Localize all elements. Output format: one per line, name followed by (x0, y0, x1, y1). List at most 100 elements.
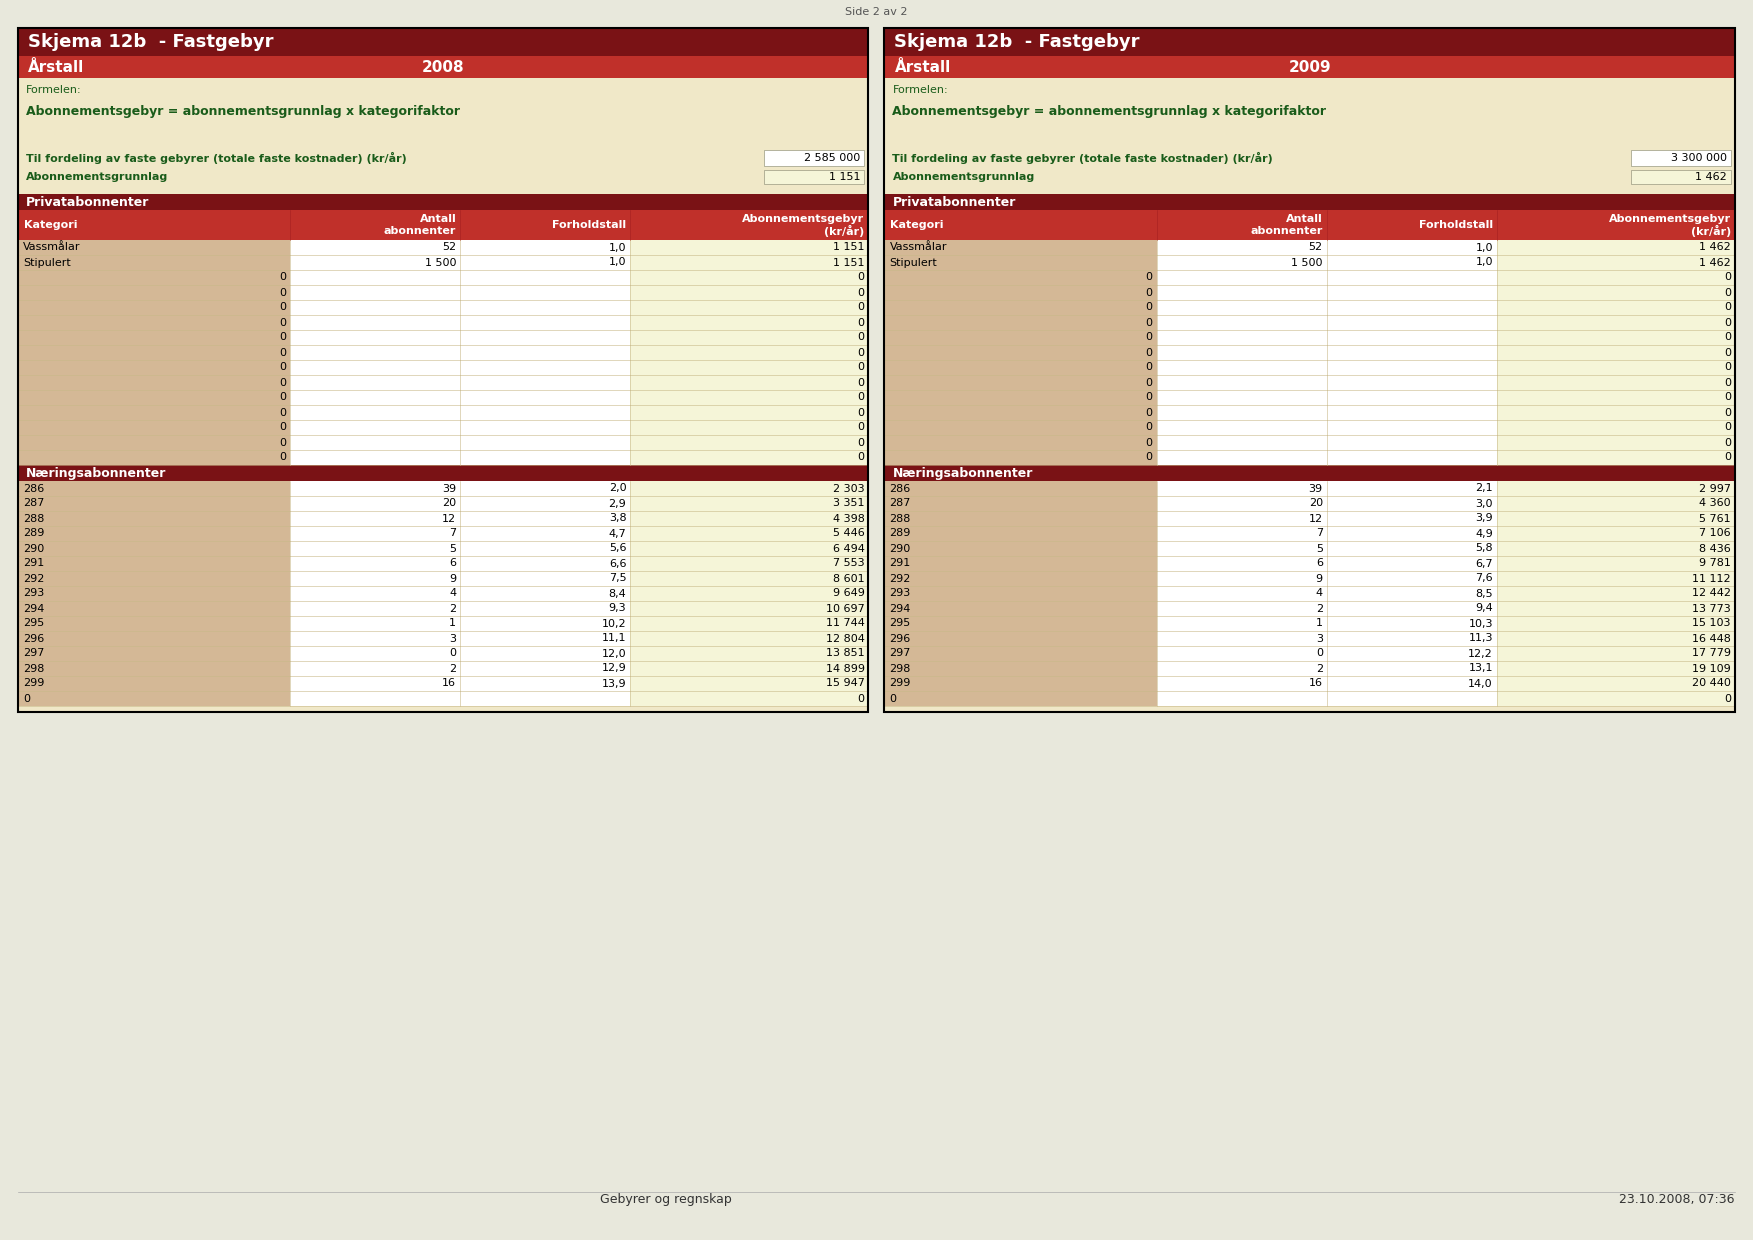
Bar (1157, 691, 1327, 706)
Text: Til fordeling av faste gebyrer (totale faste kostnader) (kr/år): Til fordeling av faste gebyrer (totale f… (26, 153, 407, 164)
Bar (291, 646, 461, 661)
Text: 293: 293 (23, 589, 44, 599)
Bar (1157, 541, 1327, 556)
Text: 20: 20 (442, 498, 456, 508)
Text: 0: 0 (1146, 438, 1153, 448)
Text: 11 744: 11 744 (826, 619, 864, 629)
Text: 5,6: 5,6 (608, 543, 626, 553)
Text: 1,0: 1,0 (1476, 243, 1494, 253)
Bar (461, 420, 631, 435)
Bar (1327, 270, 1497, 285)
Bar (1327, 405, 1497, 420)
Text: 7,5: 7,5 (608, 573, 626, 584)
Bar (18, 330, 291, 345)
Text: 291: 291 (889, 558, 912, 568)
Text: 287: 287 (889, 498, 912, 508)
Text: Gebyrer og regnskap: Gebyrer og regnskap (600, 1193, 733, 1207)
Text: Abonnementsgrunnlag: Abonnementsgrunnlag (26, 172, 168, 182)
Bar (885, 255, 1157, 270)
Text: 0: 0 (279, 317, 286, 327)
Bar (18, 691, 291, 706)
Text: 8,5: 8,5 (1476, 589, 1494, 599)
Text: 0: 0 (1146, 273, 1153, 283)
Bar (1157, 270, 1327, 285)
Bar (1327, 255, 1497, 270)
Bar (1327, 420, 1497, 435)
Text: (kr/år): (kr/år) (1690, 224, 1730, 237)
Bar (631, 345, 868, 360)
Text: 298: 298 (23, 663, 44, 673)
Bar (631, 330, 868, 345)
Bar (885, 556, 1157, 570)
Bar (18, 420, 291, 435)
Bar (885, 345, 1157, 360)
Text: 3: 3 (1317, 634, 1324, 644)
Text: 291: 291 (23, 558, 44, 568)
Text: 1 462: 1 462 (1699, 258, 1730, 268)
Text: 292: 292 (889, 573, 912, 584)
Text: 297: 297 (889, 649, 912, 658)
Text: 0: 0 (857, 423, 864, 433)
Text: abonnenter: abonnenter (384, 226, 456, 236)
Bar (885, 270, 1157, 285)
Text: 292: 292 (23, 573, 44, 584)
Bar (291, 450, 461, 465)
Text: 7 553: 7 553 (833, 558, 864, 568)
Text: 1: 1 (449, 619, 456, 629)
Text: Forholdstall: Forholdstall (552, 219, 626, 229)
Text: 9 781: 9 781 (1699, 558, 1730, 568)
Text: 0: 0 (1146, 377, 1153, 387)
Bar (1497, 646, 1735, 661)
Text: Antall: Antall (1287, 215, 1324, 224)
Text: 4: 4 (1317, 589, 1324, 599)
Text: 39: 39 (1309, 484, 1324, 494)
Bar (885, 167, 1735, 186)
Bar (291, 601, 461, 616)
Bar (1157, 631, 1327, 646)
Text: 0: 0 (857, 362, 864, 372)
Text: 0: 0 (1317, 649, 1324, 658)
Bar (885, 210, 1735, 241)
Text: 9 649: 9 649 (833, 589, 864, 599)
Text: 2: 2 (449, 663, 456, 673)
Text: 4 360: 4 360 (1699, 498, 1730, 508)
Bar (885, 646, 1157, 661)
Text: 0: 0 (279, 393, 286, 403)
Bar (18, 140, 868, 148)
Bar (1327, 556, 1497, 570)
Bar (1497, 270, 1735, 285)
Bar (885, 241, 1157, 255)
Bar (885, 481, 1157, 496)
Text: 0: 0 (1723, 377, 1730, 387)
Text: Til fordeling av faste gebyrer (totale faste kostnader) (kr/år): Til fordeling av faste gebyrer (totale f… (892, 153, 1273, 164)
Text: 296: 296 (23, 634, 44, 644)
Bar (1497, 450, 1735, 465)
Bar (1327, 541, 1497, 556)
Text: 3: 3 (449, 634, 456, 644)
Text: Side 2 av 2: Side 2 av 2 (845, 7, 908, 17)
Bar (885, 631, 1157, 646)
Bar (1157, 420, 1327, 435)
Bar (1157, 241, 1327, 255)
Bar (18, 374, 291, 391)
Bar (885, 56, 1735, 78)
Bar (1327, 315, 1497, 330)
Bar (1497, 691, 1735, 706)
Bar (631, 587, 868, 601)
Bar (631, 496, 868, 511)
Bar (18, 270, 291, 285)
Bar (461, 541, 631, 556)
Bar (1327, 511, 1497, 526)
Text: 5 446: 5 446 (833, 528, 864, 538)
Bar (1497, 676, 1735, 691)
Bar (885, 465, 1735, 481)
Text: 0: 0 (857, 393, 864, 403)
Bar (631, 435, 868, 450)
Text: 9,4: 9,4 (1474, 604, 1494, 614)
Bar (461, 691, 631, 706)
Bar (1497, 570, 1735, 587)
Text: 0: 0 (1723, 303, 1730, 312)
Text: 299: 299 (23, 678, 44, 688)
Bar (461, 405, 631, 420)
Bar (18, 391, 291, 405)
